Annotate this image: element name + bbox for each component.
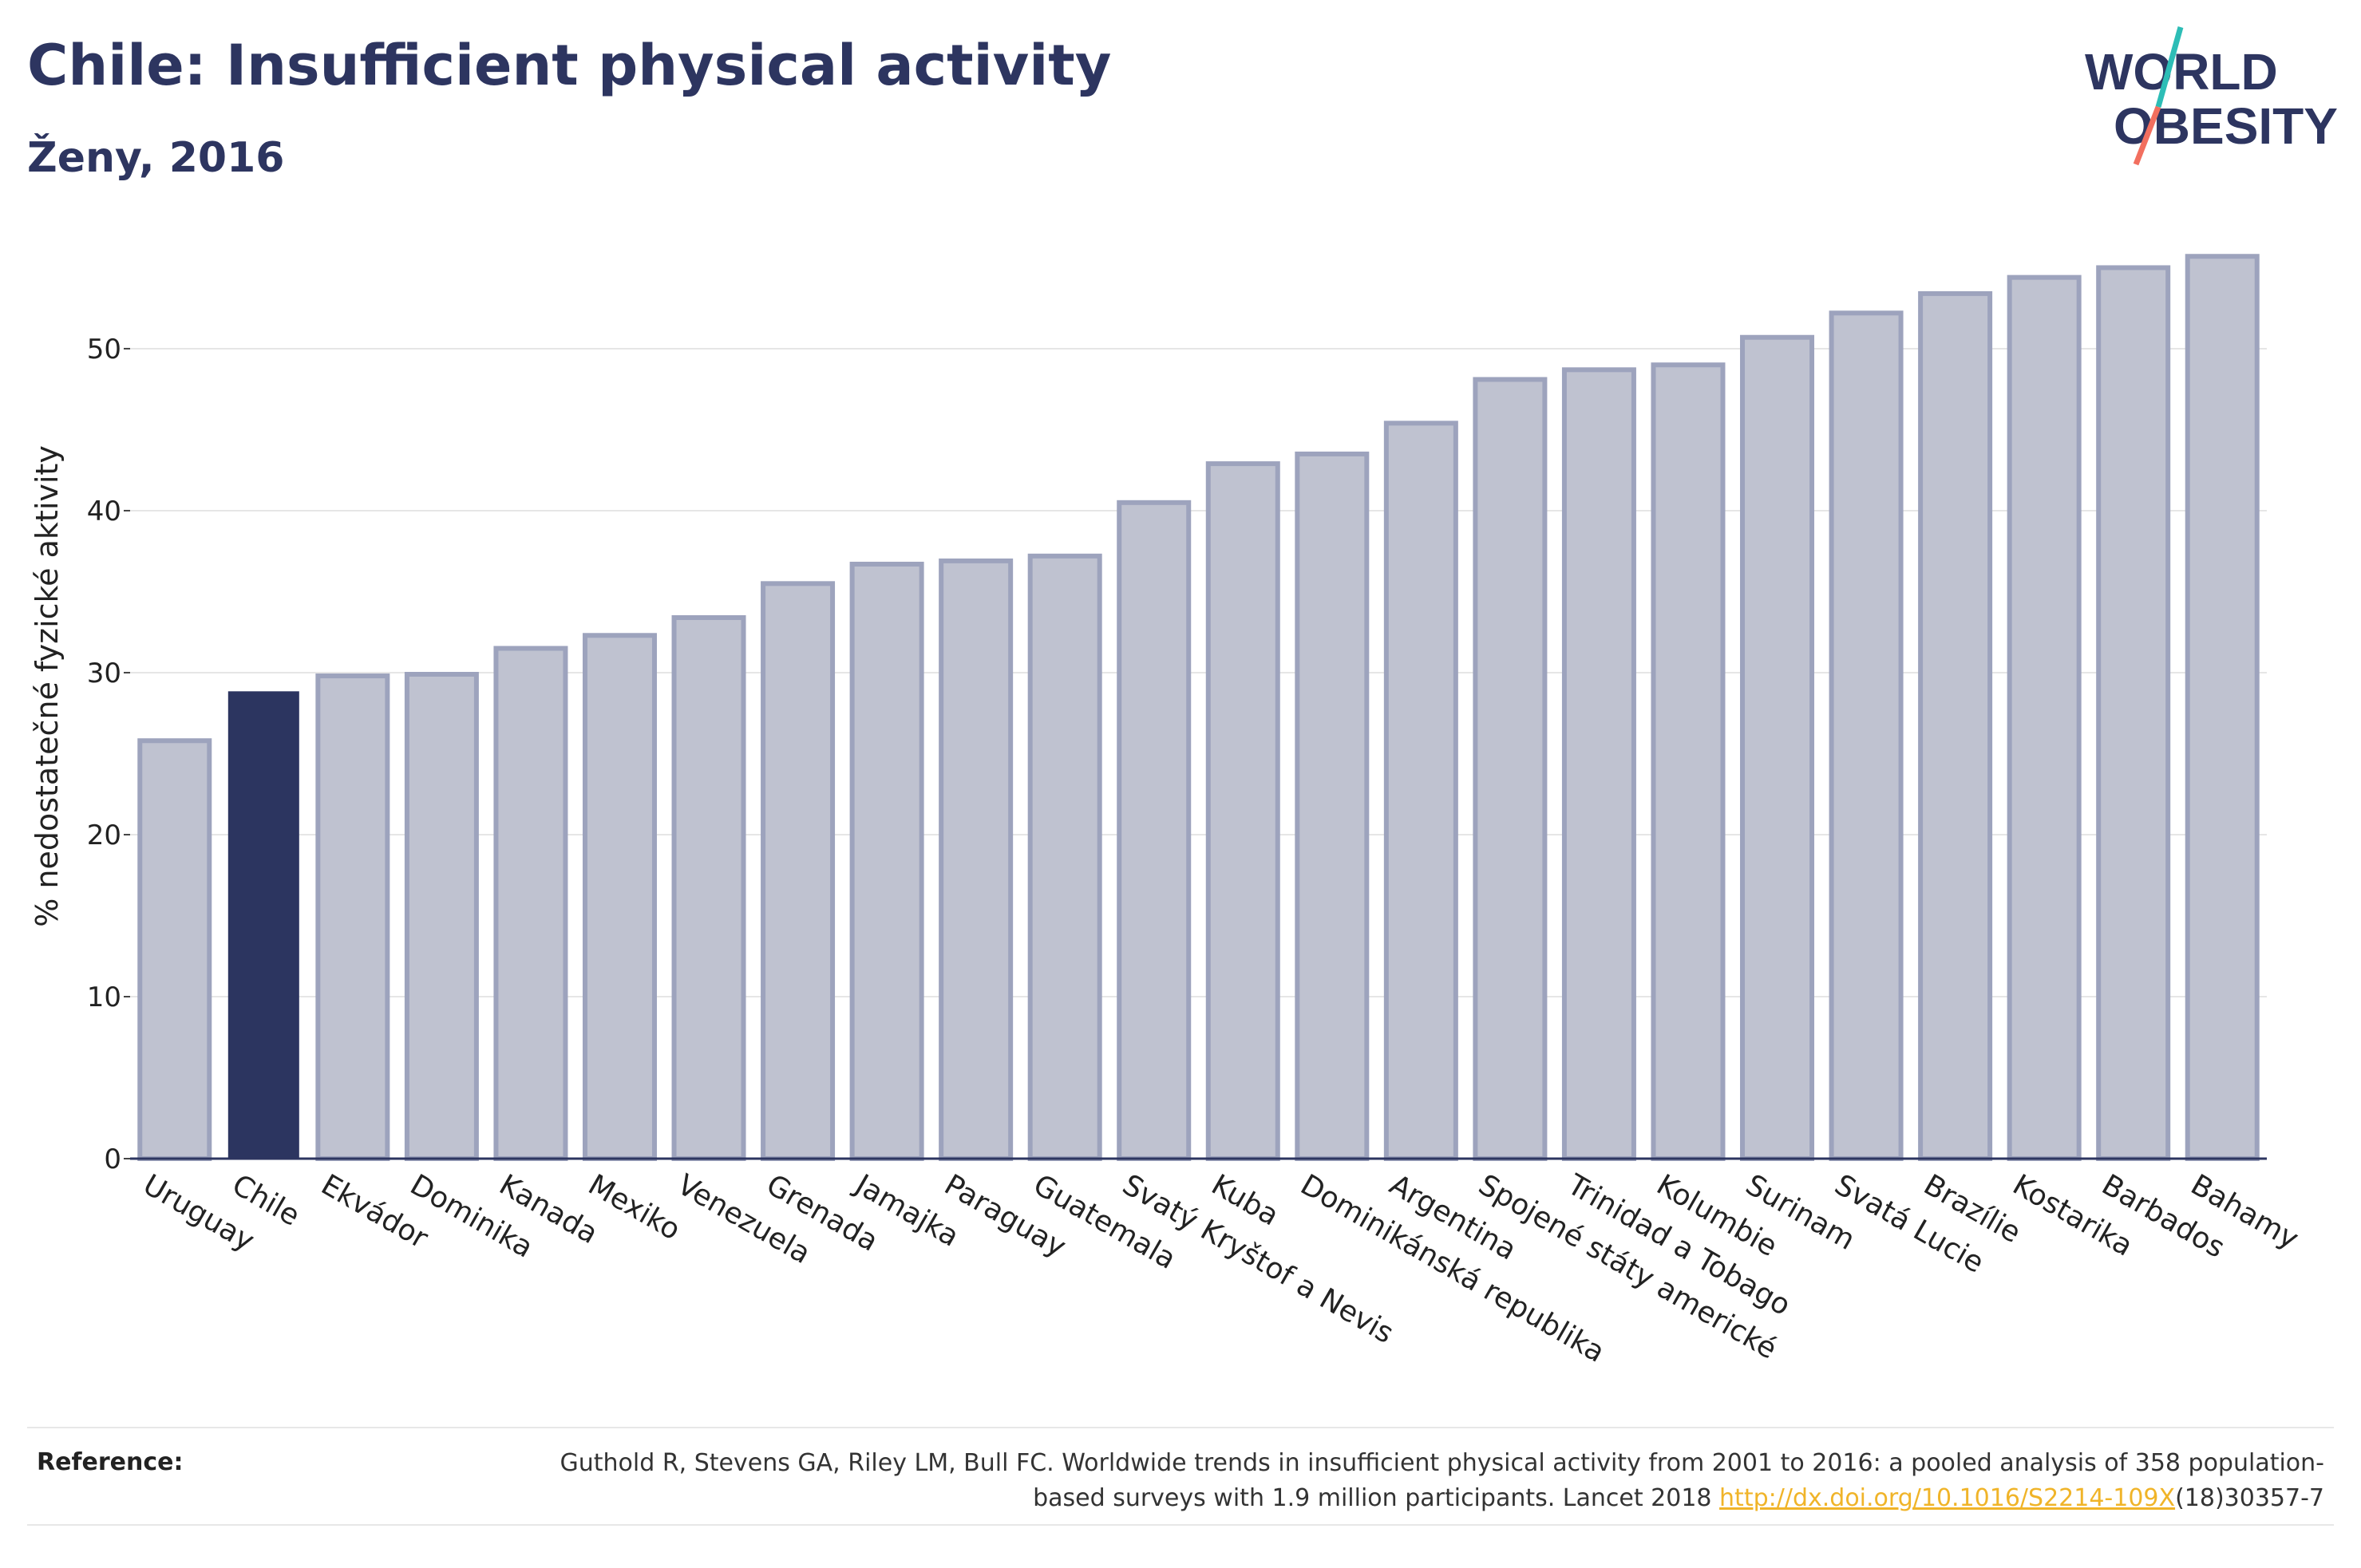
reference-text: Guthold R, Stevens GA, Riley LM, Bull FC… [488,1446,2324,1516]
x-tick-label: Mexiko [583,1168,686,1246]
logo-slash-coral [2133,105,2161,166]
bar-svatý-kryštof-a-nevis [1117,500,1192,1161]
bar-uruguay [137,738,212,1161]
bar-paraguay [939,558,1014,1161]
world-obesity-logo-svg: WORLD OBESITY [2085,26,2338,166]
y-tick-label: 40 [87,496,121,527]
bar-kuba [1205,461,1280,1161]
logo-slash-teal [2155,26,2184,108]
reference-doi-link[interactable]: http://dx.doi.org/10.1016/S2214-109X [1719,1484,2176,1512]
y-axis-label: % nedostatečné fyzické aktivity [30,445,65,927]
footer-bottom-divider [27,1524,2334,1526]
bar-bahamy [2185,254,2260,1161]
y-tick-label: 30 [87,658,121,689]
bar-chile [227,691,299,1159]
bar-barbados [2096,265,2171,1162]
y-tick-label: 50 [87,334,121,365]
bar-kostarika [2007,274,2082,1162]
bar-spojené-státy-americké [1473,377,1548,1162]
bar-ekvádor [315,673,390,1161]
bar-mexiko [582,633,657,1161]
y-tick-label: 20 [87,820,121,851]
bar-kanada [493,646,568,1161]
bar-brazílie [1918,290,1993,1161]
bar-guatemala [1027,553,1102,1161]
bar-surinam [1740,334,1815,1162]
y-tick-label: 0 [104,1143,121,1175]
bar-dominikánská-republika [1295,451,1370,1161]
y-tick-label: 10 [87,981,121,1013]
bar-venezuela [671,614,746,1161]
bar-grenada [761,581,836,1161]
bar-kolumbie [1651,362,1726,1161]
bar-jamajka [849,561,924,1161]
bar-trinidad-a-tobago [1561,367,1636,1161]
chart-title: Chile: Insufficient physical activity [27,33,1112,98]
logo-text-world: WORLD [2085,43,2278,101]
reference-label: Reference: [37,1448,184,1476]
footer-top-divider [27,1427,2334,1428]
bar-dominika [404,672,479,1161]
reference-citation: Guthold R, Stevens GA, Riley LM, Bull FC… [560,1449,2324,1512]
chart-subtitle: Ženy, 2016 [27,134,285,182]
bar-argentina [1383,421,1458,1161]
world-obesity-logo: WORLD OBESITY [2075,24,2347,168]
reference-citation-suffix: (18)30357-7 [2175,1484,2324,1512]
bar-chart: 0 10 20 30 40 50 Uruguay Chile Ekvádor Dominika Ka… [30,254,2304,1369]
bar-svatá-lucie [1829,310,1904,1161]
